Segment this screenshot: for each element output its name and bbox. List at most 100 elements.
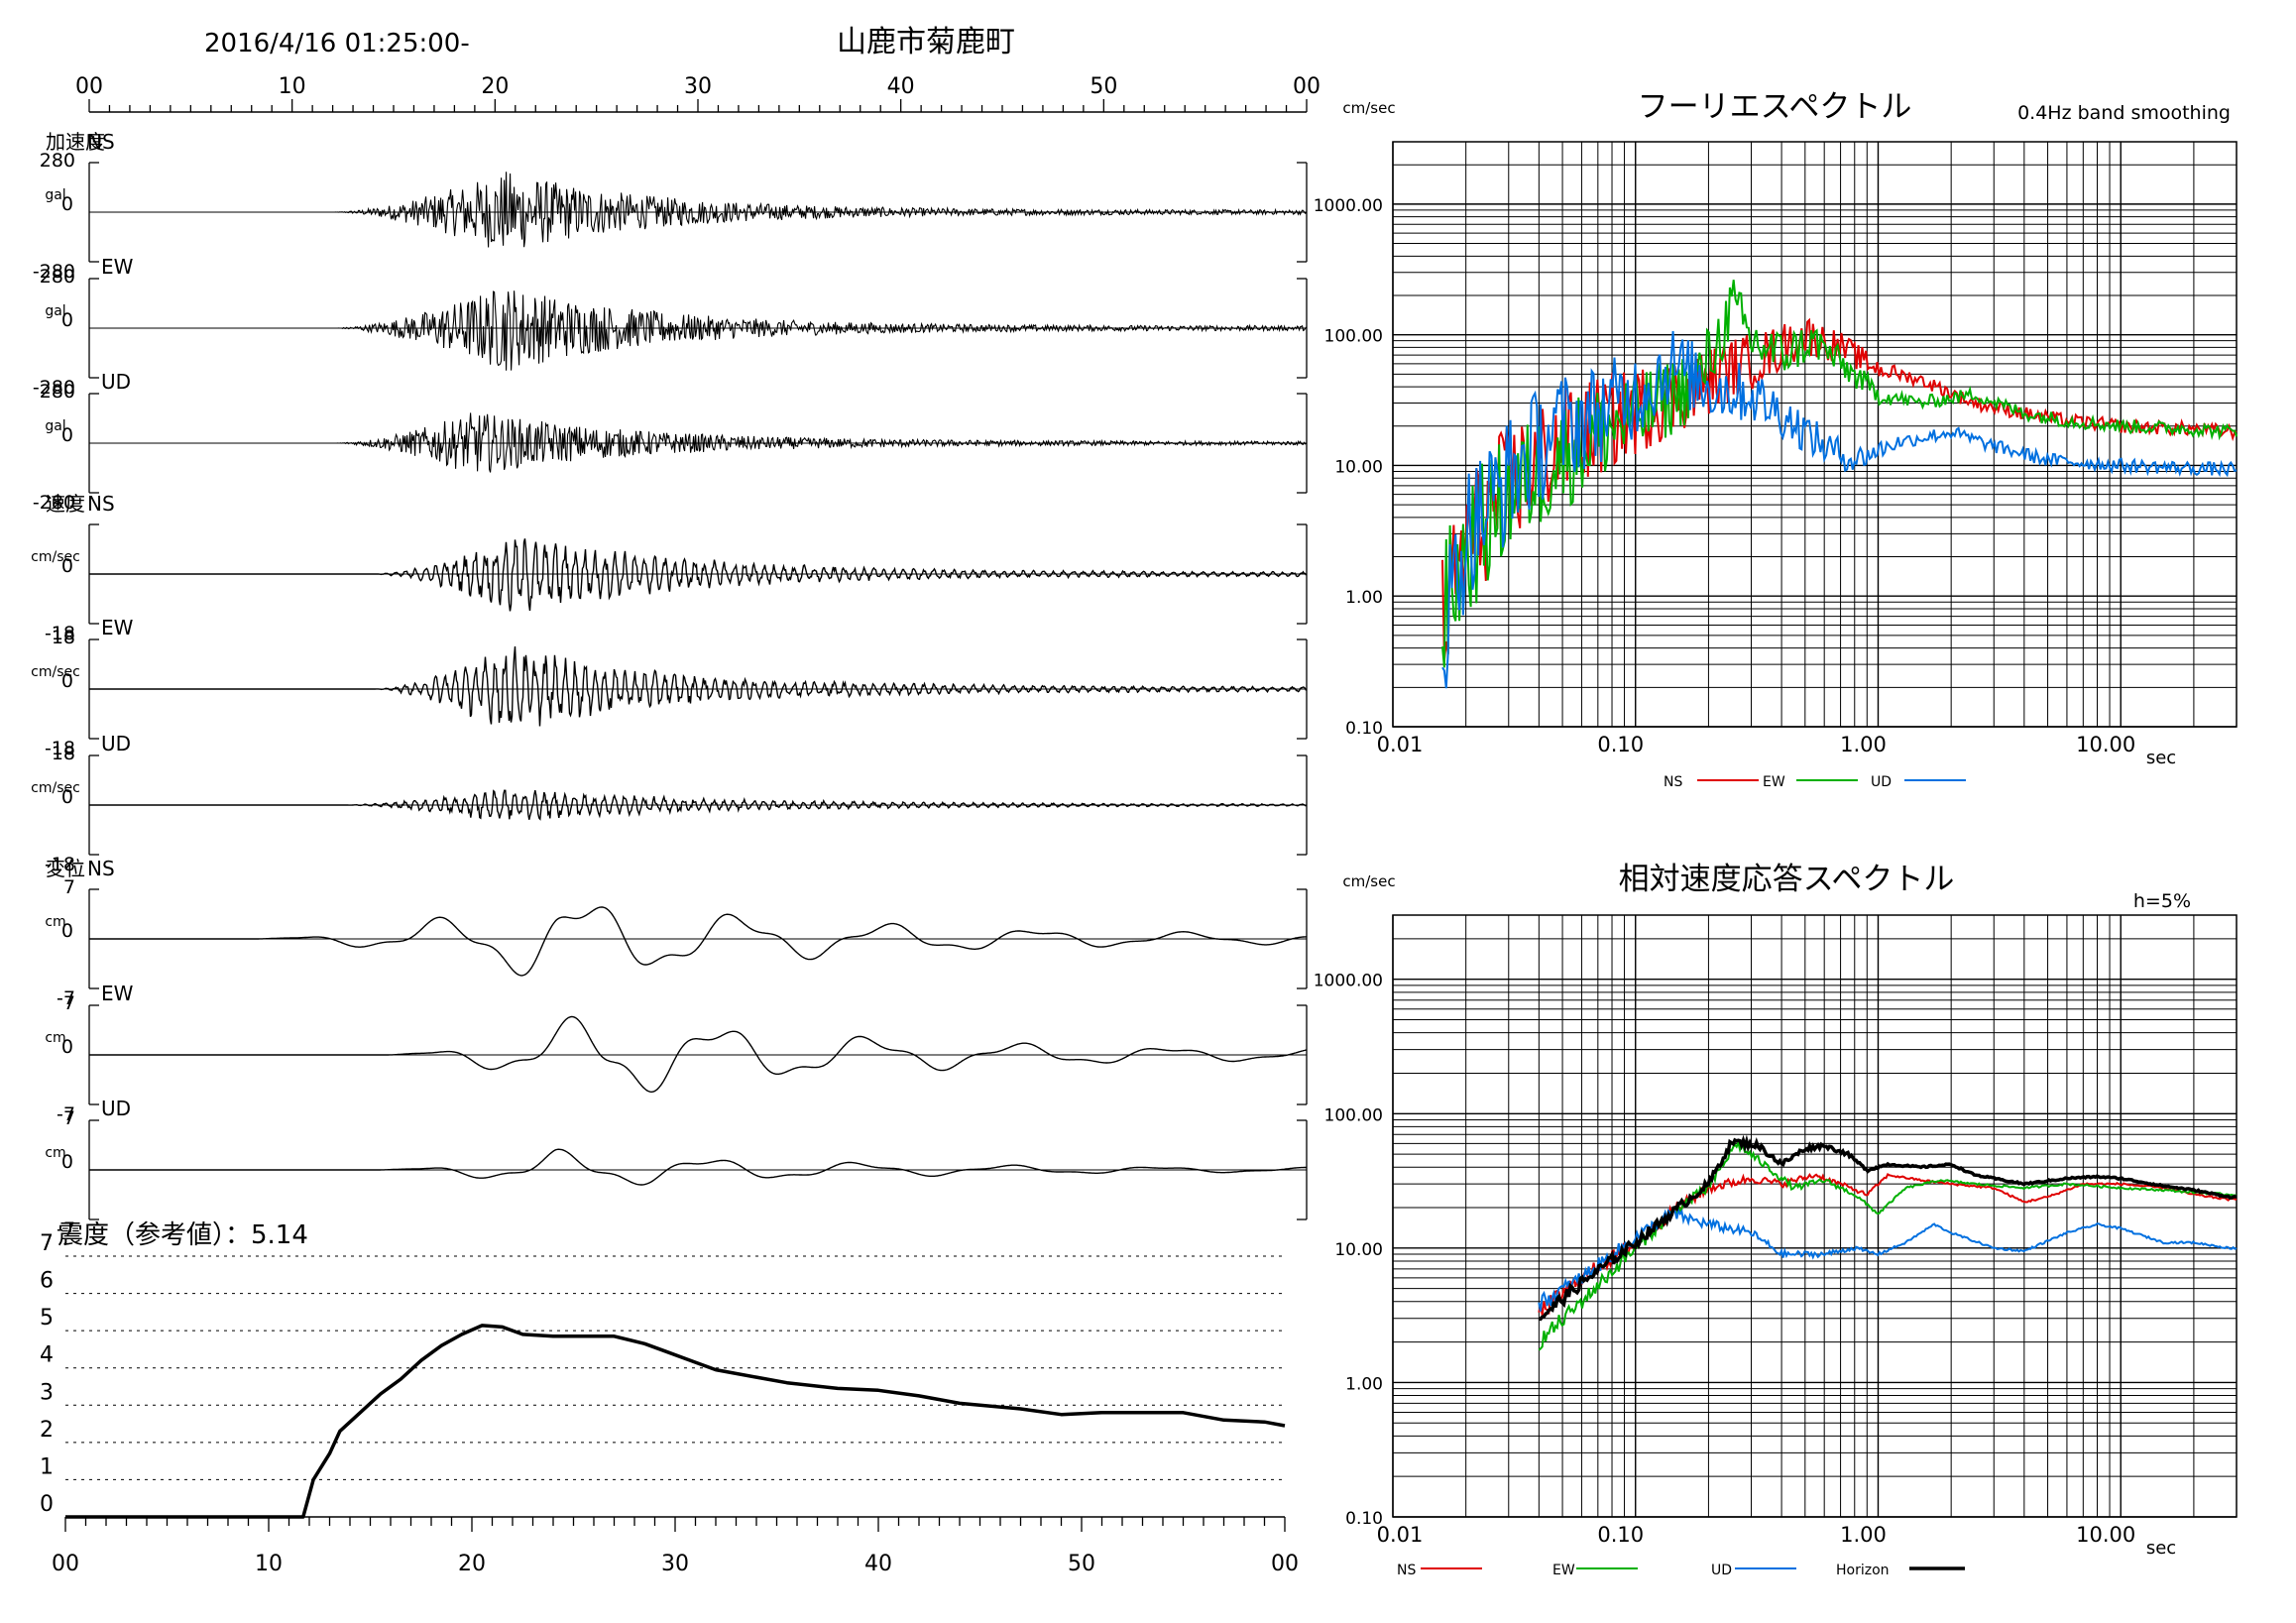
spectrum-ytick-label: 1000.00: [1314, 196, 1383, 216]
spectrum-xtick-label: 1.00: [1840, 1523, 1887, 1547]
waveform-trace: [89, 789, 1307, 821]
intensity-ytick-label: 1: [40, 1454, 54, 1479]
intensity-chart: 震度（参考値）：5.14 0 1 2 3 4 5 6 7 00 10 20 30 40 50 00: [40, 1220, 1299, 1576]
panel-unit-label: gal: [45, 303, 65, 319]
panel-ymin-label: -7: [57, 1103, 75, 1125]
timeseries-panel-4: 速度 NS 0 -18 cm/sec: [31, 492, 1308, 644]
legend-label: EW: [1552, 1563, 1575, 1578]
panel-zero-label: 0: [61, 193, 73, 215]
spectrum-series-ud: [1441, 330, 2238, 689]
panel-ymax-label: 280: [40, 150, 75, 172]
intensity-ytick-label: 0: [40, 1492, 54, 1517]
panel-component-label: NS: [87, 492, 115, 516]
panel-unit-label: cm: [45, 1030, 65, 1046]
top-time-tick-label: 50: [1090, 74, 1117, 99]
panel-zero-label: 0: [61, 1151, 73, 1173]
intensity-xtick-label: 40: [864, 1552, 892, 1576]
intensity-xtick-label: 00: [52, 1552, 79, 1576]
top-time-tick-label: 30: [684, 74, 712, 99]
legend-label: NS: [1664, 774, 1682, 790]
spectrum-ytick-label: 0.10: [1345, 719, 1383, 739]
waveform-trace: [89, 538, 1308, 612]
intensity-ytick-label: 2: [40, 1418, 54, 1443]
spectrum-yunit: cm/sec: [1342, 872, 1395, 890]
spectrum-xtick-label: 10.00: [2076, 1523, 2135, 1547]
panel-ymin-label: -7: [57, 1218, 75, 1240]
waveform-trace: [89, 1148, 1307, 1186]
panel-component-label: UD: [101, 1097, 131, 1120]
spectrum-ytick-label: 100.00: [1324, 327, 1383, 347]
panel-ymin-label: -280: [33, 261, 75, 283]
intensity-ytick-label: 6: [40, 1269, 54, 1294]
legend-label: UD: [1711, 1563, 1732, 1578]
intensity-xtick-label: 50: [1068, 1552, 1095, 1576]
panel-ymax-label: 7: [63, 992, 75, 1014]
spectrum-ytick-label: 10.00: [1334, 457, 1383, 477]
panel-component-label: UD: [101, 732, 131, 755]
timeseries-panel-9: UD 7 0 -7 cm: [45, 1097, 1308, 1240]
intensity-title: 震度（参考値）：5.14: [57, 1220, 308, 1250]
intensity-xtick-label: 00: [1271, 1552, 1299, 1576]
panel-zero-label: 0: [61, 786, 73, 808]
spectrum-series-ew: [1538, 1139, 2238, 1351]
timeseries-panel-8: EW 7 0 -7 cm: [45, 982, 1308, 1125]
legend-label: EW: [1763, 774, 1785, 790]
spectrum-xtick-label: 0.10: [1597, 1523, 1644, 1547]
spectrum-ytick-label: 100.00: [1324, 1105, 1383, 1125]
panel-unit-label: cm/sec: [31, 549, 80, 565]
panel-ymin-label: -18: [45, 738, 75, 759]
panel-component-label: UD: [101, 370, 131, 394]
top-time-tick-label: 00: [1293, 74, 1320, 99]
panel-component-label: EW: [101, 616, 134, 639]
panel-zero-label: 0: [61, 424, 73, 446]
panel-unit-label: gal: [45, 187, 65, 203]
panel-group-label: 速度: [46, 492, 85, 516]
top-time-tick-label: 00: [75, 74, 103, 99]
spectrum-xunit: sec: [2146, 748, 2176, 768]
panel-ymax-label: 18: [52, 743, 75, 764]
panel-group-label: 変位: [46, 857, 85, 880]
waveform-trace: [89, 1015, 1307, 1094]
intensity-ytick-label: 3: [40, 1380, 54, 1405]
fourier-title: フーリエスペクトル: [1638, 89, 1912, 125]
top-time-tick-label: 20: [481, 74, 509, 99]
panel-ymin-label: -280: [33, 377, 75, 399]
panel-unit-label: gal: [45, 418, 65, 434]
timeseries-panel-2: EW 280 0 -280 gal: [33, 255, 1308, 399]
intensity-xtick-label: 10: [255, 1552, 283, 1576]
intensity-xtick-label: 30: [661, 1552, 689, 1576]
panel-ymin-label: -18: [45, 854, 75, 875]
spectrum-xtick-label: 0.10: [1597, 733, 1644, 756]
panel-component-label: NS: [87, 857, 115, 880]
panel-component-label: NS: [87, 130, 115, 154]
intensity-ytick-label: 5: [40, 1306, 54, 1331]
panel-component-label: EW: [101, 255, 134, 279]
spectrum-xunit: sec: [2146, 1538, 2176, 1559]
spectrum-ytick-label: 1.00: [1345, 1374, 1383, 1394]
waveform-trace: [89, 172, 1307, 248]
spectrum-ytick-label: 10.00: [1334, 1240, 1383, 1260]
panel-ymin-label: -18: [45, 623, 75, 644]
waveform-trace: [89, 290, 1308, 371]
panel-group-label: 加速度: [46, 130, 105, 154]
panel-zero-label: 0: [61, 1036, 73, 1058]
spectrum-xtick-label: 0.01: [1377, 733, 1424, 756]
spectrum-ytick-label: 1.00: [1345, 588, 1383, 608]
waveform-trace: [89, 645, 1308, 727]
spectrum-ytick-label: 0.10: [1345, 1509, 1383, 1529]
panel-zero-label: 0: [61, 920, 73, 942]
panel-zero-label: 0: [61, 670, 73, 692]
timeseries-panel-7: 変位 NS 7 0 -7 cm: [45, 857, 1308, 1009]
waveform-trace: [89, 412, 1307, 473]
spectrum-xtick-label: 10.00: [2076, 733, 2135, 756]
panel-zero-label: 0: [61, 555, 73, 577]
panel-unit-label: cm: [45, 1145, 65, 1161]
panel-unit-label: cm: [45, 914, 65, 930]
panel-ymax-label: 7: [63, 1107, 75, 1129]
timeseries-panel-6: UD 18 0 -18 cm/sec: [31, 732, 1308, 875]
legend-label: NS: [1397, 1563, 1416, 1578]
top-time-tick-label: 40: [887, 74, 915, 99]
spectrum-series-horizon: [1538, 1134, 2238, 1322]
